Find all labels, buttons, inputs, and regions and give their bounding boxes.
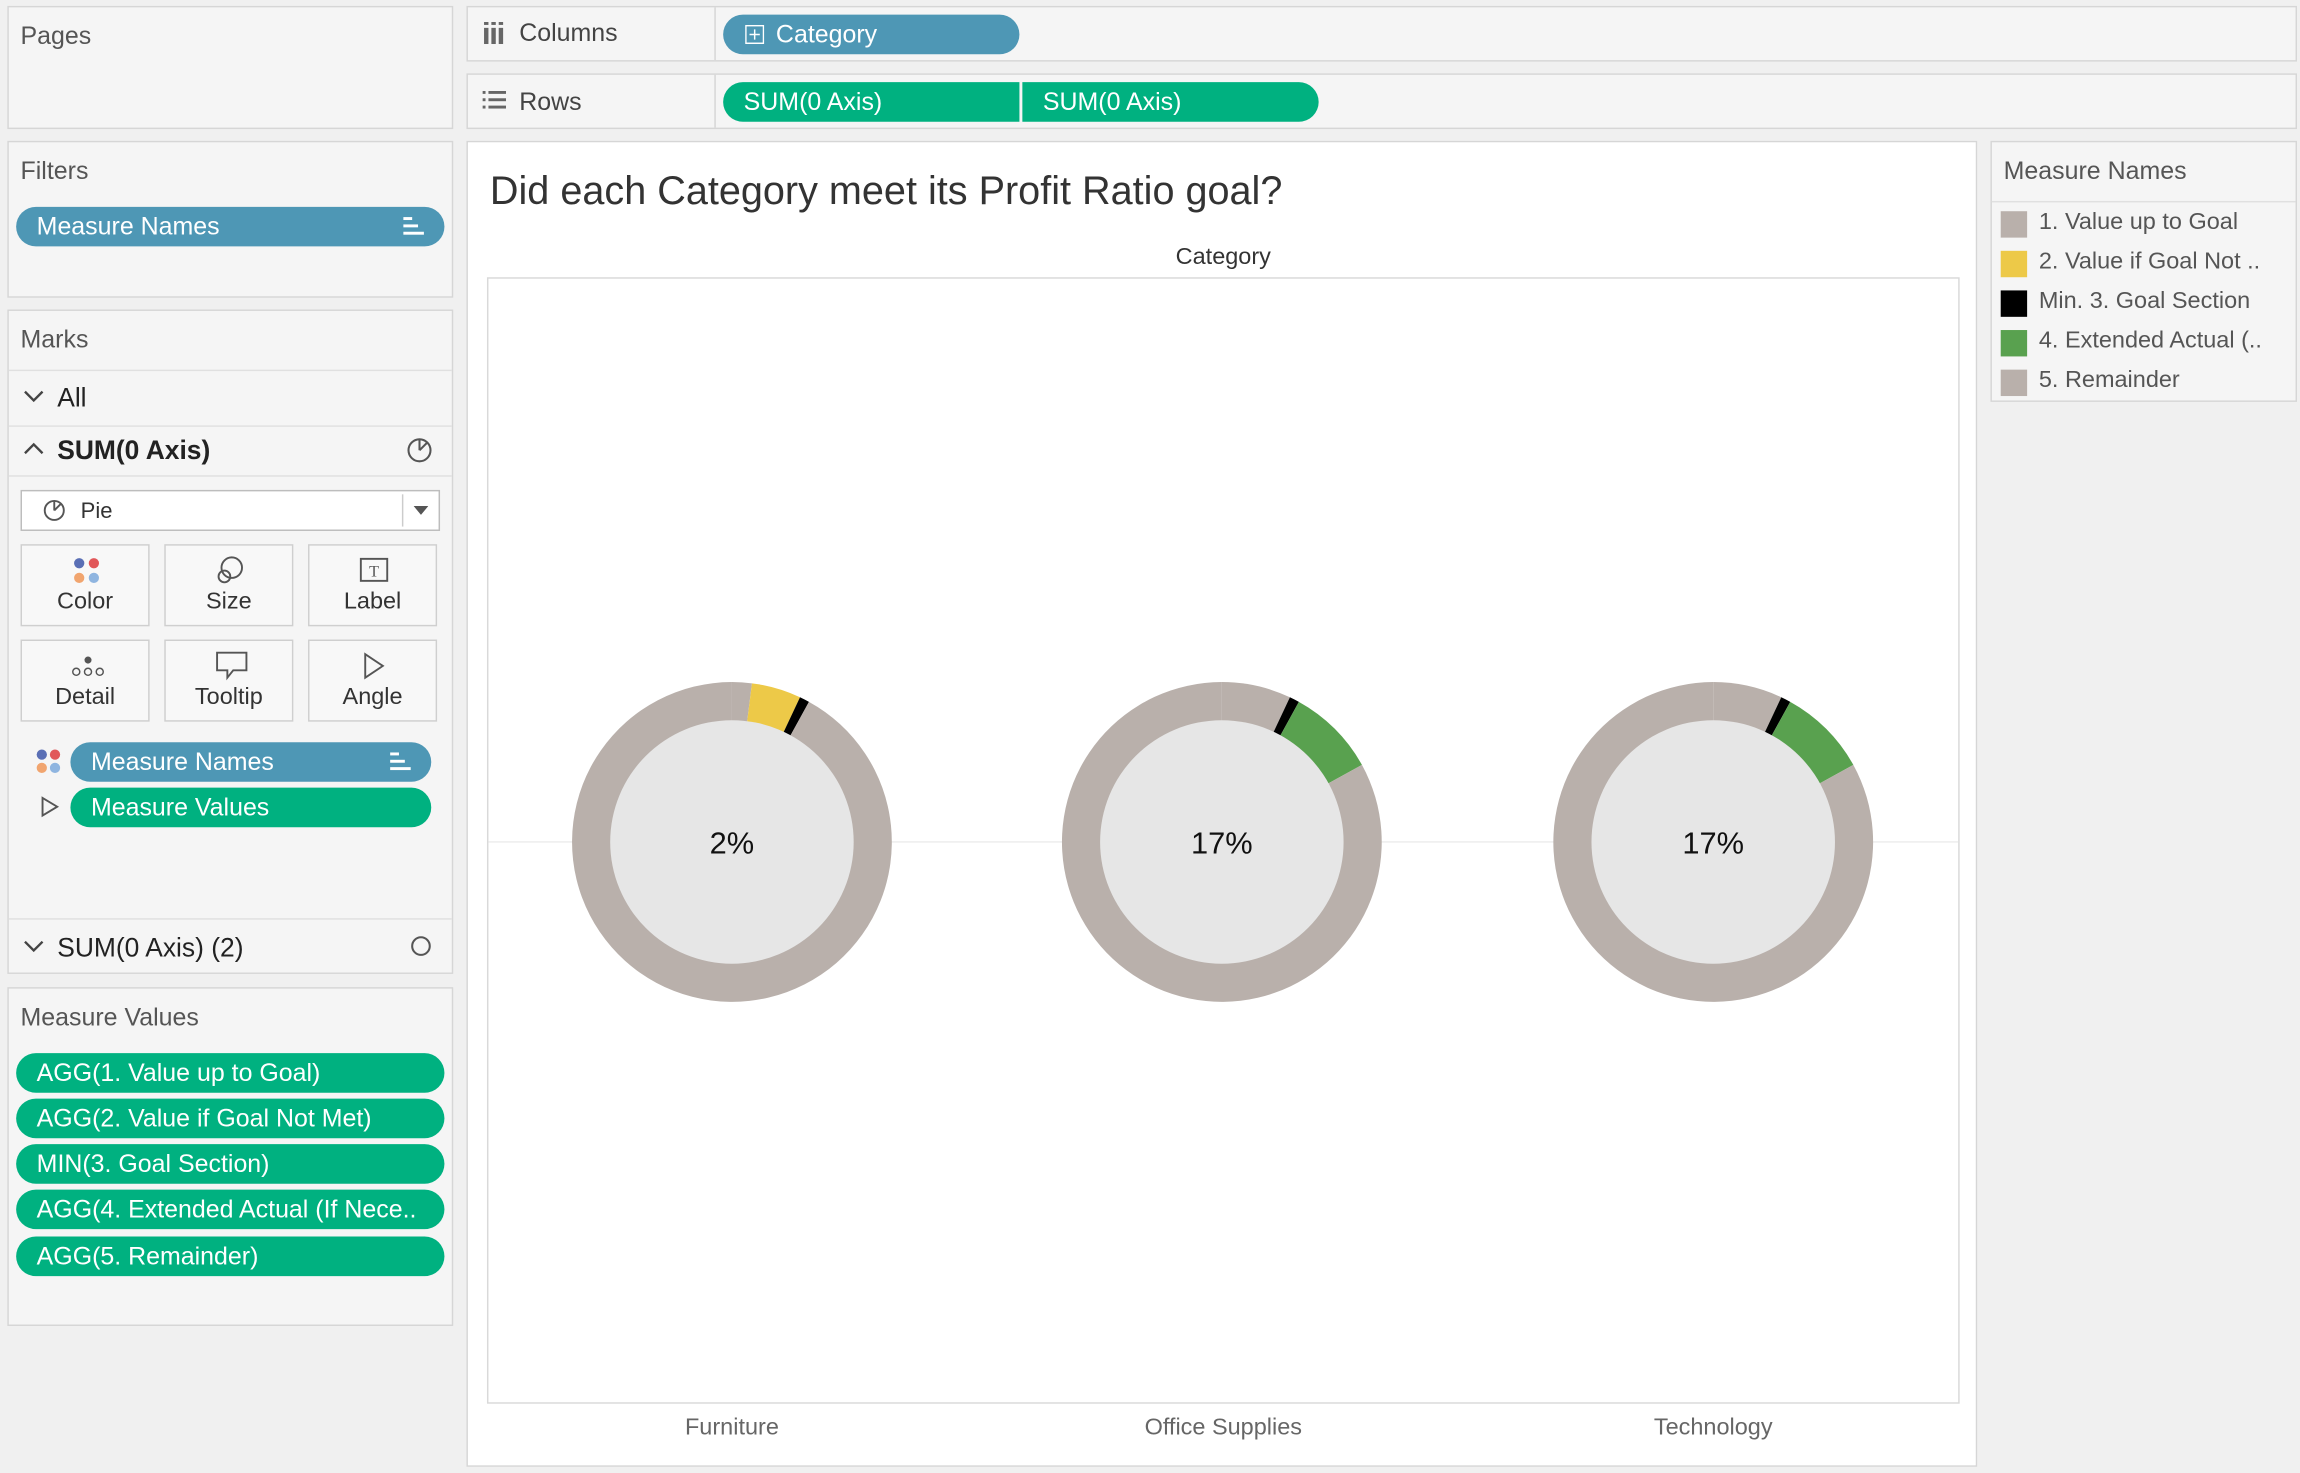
donut-technology[interactable]: 17% [1553,682,1874,1002]
detail-icon [72,656,104,677]
chevron-down-icon [413,506,429,515]
columns-shelf[interactable]: Columns Category [466,5,2298,62]
donut-furniture[interactable]: 2% [572,682,892,1002]
marks-all-label[interactable]: All [57,382,87,413]
legend-item-label: Min. 3. Goal Section [2038,288,2251,314]
chart-title: Did each Category meet its Profit Ratio … [489,168,1283,213]
color-button-label: Color [57,589,114,615]
marks-title: Marks [20,325,89,354]
marks-card: Marks All SUM(0 Axis) Pie Color Size T L… [7,309,454,974]
detail-button[interactable]: Detail [20,639,150,722]
donut-office-supplies[interactable]: 17% [1061,682,1382,1002]
column-header: Category [1175,244,1271,270]
measure-value-pill[interactable]: AGG(4. Extended Actual (If Nece.. [16,1189,445,1230]
measure-value-pill[interactable]: MIN(3. Goal Section) [16,1144,445,1184]
mark-type-value: Pie [80,498,113,524]
legend-item[interactable]: 1. Value up to Goal [2000,208,2294,240]
rows-shelf[interactable]: Rows SUM(0 Axis) SUM(0 Axis) [466,73,2298,130]
expand-icon [745,24,765,45]
measure-value-pill[interactable]: AGG(2. Value if Goal Not Met) [16,1098,445,1139]
legend-swatch [2000,330,2028,357]
color-icon [36,749,61,774]
tooltip-button[interactable]: Tooltip [164,639,294,722]
rows-icon [482,90,507,109]
category-pill-label: Category [775,20,878,49]
donut-chart: 2% 17% 17% [488,682,1959,1002]
size-button[interactable]: Size [164,544,294,627]
size-button-label: Size [205,589,252,615]
rows-label: Rows [519,88,582,116]
columns-icon [484,22,504,45]
legend-swatch [2000,250,2028,278]
pages-shelf[interactable]: Pages [7,5,454,130]
legend-swatch [2000,369,2028,397]
color-legend[interactable]: Measure Names 1. Value up to Goal 2. Val… [1990,140,2298,402]
measure-names-filter-label: Measure Names [36,212,220,241]
tooltip-icon [216,651,248,681]
rows-pill-1[interactable]: SUM(0 Axis) [723,82,1020,122]
measure-value-pill[interactable]: AGG(1. Value up to Goal) [16,1053,445,1093]
svg-text:T: T [369,563,379,580]
measure-values-title: Measure Values [20,1003,199,1032]
angle-icon [41,796,60,818]
marks-card-sum-axis-2-label[interactable]: SUM(0 Axis) (2) [57,932,244,963]
measure-value-pill[interactable]: AGG(5. Remainder) [16,1236,445,1277]
donut-hole [1591,720,1835,964]
donut-hole [610,720,854,964]
pane [486,277,1960,1404]
label-button[interactable]: T Label [308,544,438,627]
legend-title: Measure Names [2003,156,2187,185]
angle-icon [364,652,385,680]
donut-center-label: 2% [710,826,755,861]
color-icon [74,558,100,584]
donut-center-label: 17% [1191,826,1253,861]
category-label-technology: Technology [1653,1415,1773,1441]
label-icon: T [359,557,389,582]
legend-item-label: 2. Value if Goal Not .. [2038,249,2261,275]
legend-item-label: 5. Remainder [2038,368,2180,394]
marks-card-sum-axis-label[interactable]: SUM(0 Axis) [57,435,211,465]
legend-swatch [2000,211,2028,238]
chevron-down-icon[interactable] [23,939,44,954]
legend-item[interactable]: 5. Remainder [2000,367,2294,399]
legend-item[interactable]: 2. Value if Goal Not .. [2000,248,2294,280]
angle-measure-values-pill[interactable]: Measure Values [70,787,432,828]
view-area: Did each Category meet its Profit Ratio … [466,140,1978,1467]
columns-label: Columns [519,19,618,47]
detail-button-label: Detail [55,684,116,710]
rows-pill-2[interactable]: SUM(0 Axis) [1022,82,1319,122]
category-label-furniture: Furniture [684,1415,779,1441]
angle-button[interactable]: Angle [308,639,438,722]
pie-icon [407,438,432,463]
category-pill[interactable]: Category [723,14,1020,55]
filters-shelf[interactable]: Filters Measure Names [7,140,454,298]
size-icon [217,556,243,584]
circle-icon [411,936,431,956]
mark-type-select[interactable]: Pie [20,489,441,531]
category-label-office-supplies: Office Supplies [1144,1415,1303,1441]
angle-button-label: Angle [342,684,403,710]
sort-icon [403,217,424,236]
legend-swatch [2000,290,2028,317]
donut-hole [1100,720,1344,964]
color-measure-names-label: Measure Names [90,748,274,776]
filters-title: Filters [20,156,89,185]
legend-item[interactable]: Min. 3. Goal Section [2000,287,2294,319]
chevron-up-icon[interactable] [23,442,44,457]
legend-item-label: 1. Value up to Goal [2038,209,2239,235]
tooltip-button-label: Tooltip [194,684,263,710]
label-button-label: Label [343,589,402,615]
pages-title: Pages [20,22,92,50]
chevron-down-icon[interactable] [23,389,44,404]
measure-names-filter-pill[interactable]: Measure Names [16,206,445,247]
measure-values-shelf[interactable]: Measure Values AGG(1. Value up to Goal) … [7,987,454,1326]
pie-icon [43,499,65,521]
legend-item[interactable]: 4. Extended Actual (.. [2000,327,2294,359]
legend-item-label: 4. Extended Actual (.. [2038,328,2262,354]
sort-icon [390,752,411,771]
color-button[interactable]: Color [20,544,150,627]
donut-center-label: 17% [1682,826,1744,861]
color-measure-names-pill[interactable]: Measure Names [70,742,432,782]
